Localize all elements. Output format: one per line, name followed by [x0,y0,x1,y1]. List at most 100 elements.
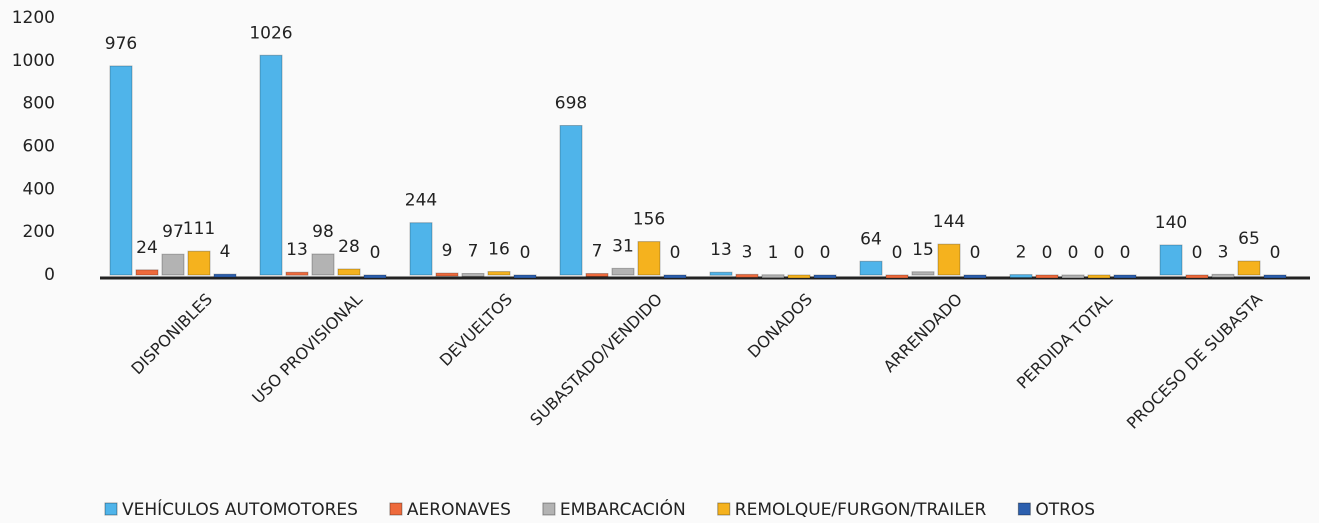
data-label: 28 [338,237,360,257]
data-label: 0 [1192,243,1203,263]
data-label: 0 [1094,243,1105,263]
bar [109,65,133,276]
data-label: 7 [592,242,603,262]
bar [337,268,361,276]
data-label: 4 [220,242,231,262]
legend-label: VEHÍCULOS AUTOMOTORES [122,498,358,520]
data-label: 0 [1270,243,1281,263]
data-label: 244 [405,191,437,211]
bar [1113,274,1137,279]
data-label: 156 [633,210,665,230]
data-label: 698 [555,94,587,114]
y-tick-label: 1200 [12,8,55,28]
data-label: 0 [1042,243,1053,263]
bar [559,125,583,276]
data-label: 144 [933,212,965,232]
bar [937,243,961,276]
data-label: 0 [520,243,531,263]
bar [1035,274,1059,279]
bar [311,253,335,276]
data-label: 0 [670,243,681,263]
y-tick-label: 0 [44,265,55,285]
data-label: 24 [136,238,158,258]
data-label: 13 [710,240,732,260]
legend-swatch [104,502,118,516]
bar [735,273,759,278]
bar [135,269,159,276]
bar [787,274,811,279]
data-label: 2 [1016,243,1027,263]
bar [285,271,309,276]
legend-label: EMBARCACIÓN [560,498,686,520]
bar [487,271,511,276]
data-label: 0 [970,243,981,263]
bar [213,273,237,278]
data-label: 0 [892,243,903,263]
y-tick-label: 200 [23,222,55,242]
data-label: 7 [468,242,479,262]
data-label: 65 [1238,229,1260,249]
bar [1087,274,1111,279]
x-tick-label: DONADOS [744,290,816,362]
data-label: 31 [612,236,634,256]
data-label: 97 [162,222,184,242]
bar [461,273,485,278]
data-label: 0 [1068,243,1079,263]
bar [1061,274,1085,279]
bar [1263,274,1287,279]
bar [1237,260,1261,276]
legend-swatch [1017,502,1031,516]
legend-label: OTROS [1035,500,1095,520]
bar [363,274,387,279]
bar [1211,273,1235,278]
legend-label: REMOLQUE/FURGON/TRAILER [735,500,987,520]
legend-swatch [717,502,731,516]
data-label: 0 [820,243,831,263]
bar [637,241,661,276]
y-tick-label: 400 [23,179,55,199]
legend-swatch [389,502,403,516]
bar [885,274,909,279]
data-label: 15 [912,240,934,260]
x-tick-label: DEVUELTOS [436,290,516,370]
data-label: 111 [183,219,215,239]
data-label: 3 [742,242,753,262]
legend-label: AERONAVES [407,500,511,520]
data-label: 0 [370,243,381,263]
x-tick-label: ARRENDADO [880,290,966,376]
bar [963,274,987,279]
bar [859,260,883,276]
x-tick-label: SUBASTADO/VENDIDO [526,290,666,430]
data-label: 16 [488,240,510,260]
x-tick-label: PROCESO DE SUBASTA [1123,290,1266,433]
y-tick-label: 600 [23,137,55,157]
data-label: 13 [286,240,308,260]
bar [1009,274,1033,279]
bar [911,271,935,276]
bar [161,253,185,276]
x-tick-label: USO PROVISIONAL [248,290,366,408]
bar [585,273,609,278]
y-tick-label: 800 [23,94,55,114]
data-label: 3 [1218,242,1229,262]
data-label: 1026 [249,23,292,43]
bar [435,272,459,277]
data-label: 98 [312,222,334,242]
data-label: 64 [860,229,882,249]
legend-swatch [542,502,556,516]
data-label: 0 [1120,243,1131,263]
x-tick-label: PERDIDA TOTAL [1013,290,1116,393]
bar [761,274,785,279]
data-label: 9 [442,241,453,261]
bar [1185,274,1209,279]
bar [187,250,211,276]
bar [259,54,283,276]
x-tick-label: DISPONIBLES [127,290,216,379]
bar [611,267,635,276]
data-label: 1 [768,243,779,263]
data-label: 140 [1155,213,1187,233]
bar [709,271,733,276]
bar [513,274,537,279]
bar [663,274,687,279]
